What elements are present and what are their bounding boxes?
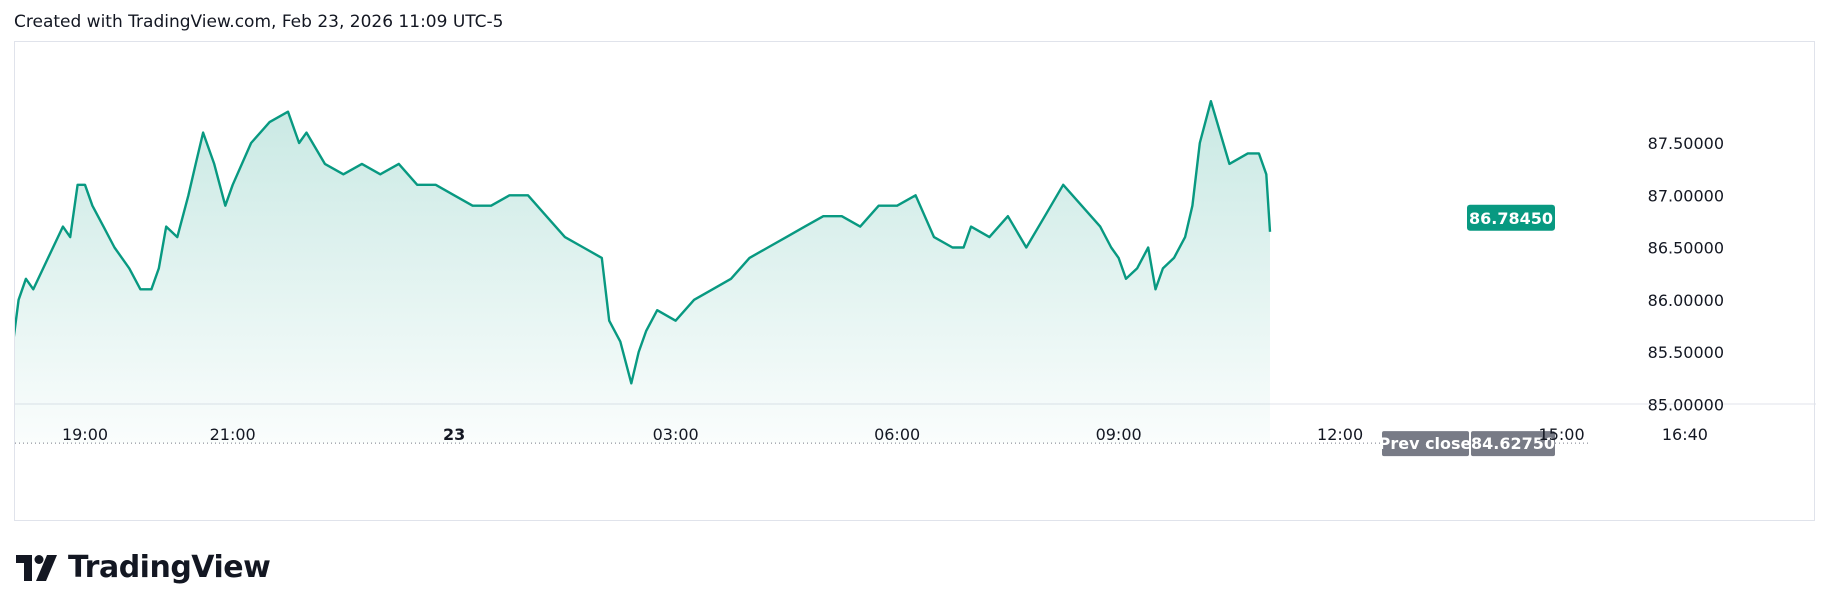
price-line[interactable] [15,100,1272,385]
chart-attribution: Created with TradingView.com, Feb 23, 20… [14,12,504,32]
y-axis-tick-label: 85.00000 [1648,395,1724,414]
tradingview-logo-icon [16,554,57,581]
prev-close-value-badge [1471,431,1555,457]
x-axis-tick-label: 19:00 [62,425,108,444]
x-axis-tick-label: 12:00 [1317,425,1363,444]
y-axis-tick-label: 87.00000 [1648,186,1724,205]
x-axis-tick-label: 23 [443,425,465,444]
x-axis-tick-label: 06:00 [874,425,920,444]
y-axis-tick-label: 86.50000 [1648,239,1724,258]
chart-frame[interactable]: 87.50000 87.00000 86.50000 86.00000 85.50000… [14,41,1816,522]
last-price-label: 86.78450 [1469,209,1553,228]
y-axis-tick-label: 87.50000 [1648,134,1724,153]
price-area-fill [15,101,1270,444]
y-axis-tick-label: 86.00000 [1648,291,1724,310]
price-chart[interactable]: 87.50000 87.00000 86.50000 86.00000 85.50000… [15,42,1816,522]
tradingview-brand-text: TradingView [68,550,271,585]
y-axis-tick-label: 85.50000 [1648,343,1724,362]
x-axis-tick-label: 09:00 [1096,425,1142,444]
x-axis-tick-label: 21:00 [210,425,256,444]
prev-close-value: 84.62750 [1471,434,1555,453]
tradingview-logo[interactable]: TradingView [16,550,271,585]
x-axis-tick-label: 03:00 [653,425,699,444]
last-price-badge [1467,204,1555,231]
x-axis-tick-label: 15:00 [1539,425,1585,444]
prev-close-title: Prev close [1379,434,1472,453]
x-axis-tick-label: 16:40 [1662,425,1708,444]
prev-close-title-badge [1382,431,1469,457]
